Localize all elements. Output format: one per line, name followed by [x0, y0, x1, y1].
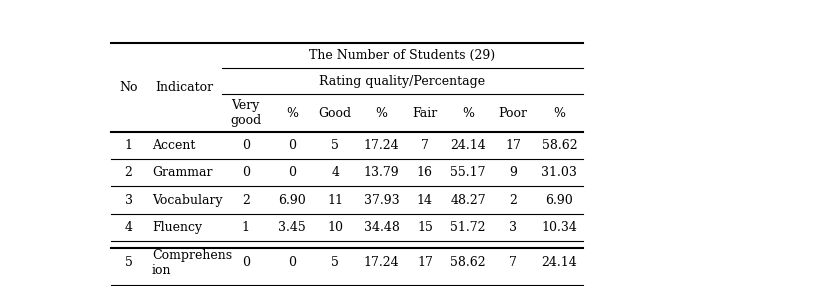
Text: 51.72: 51.72: [450, 221, 486, 234]
Text: 0: 0: [242, 256, 249, 269]
Text: 1: 1: [242, 221, 249, 234]
Text: 1: 1: [125, 139, 132, 152]
Text: 31.03: 31.03: [541, 166, 577, 179]
Text: %: %: [286, 107, 298, 120]
Text: 0: 0: [242, 166, 249, 179]
Text: Good: Good: [319, 107, 352, 120]
Text: 10: 10: [327, 221, 344, 234]
Text: 3.45: 3.45: [278, 221, 306, 234]
Text: Comprehens
ion: Comprehens ion: [152, 249, 232, 277]
Text: 15: 15: [417, 221, 433, 234]
Text: 6.90: 6.90: [278, 194, 306, 206]
Text: 3: 3: [509, 221, 517, 234]
Text: 13.79: 13.79: [364, 166, 400, 179]
Text: 4: 4: [125, 221, 132, 234]
Text: 0: 0: [242, 139, 249, 152]
Text: 5: 5: [331, 256, 339, 269]
Text: 17.24: 17.24: [364, 256, 400, 269]
Text: 7: 7: [421, 139, 429, 152]
Text: 58.62: 58.62: [450, 256, 486, 269]
Text: 48.27: 48.27: [450, 194, 486, 206]
Text: 14: 14: [417, 194, 433, 206]
Text: 5: 5: [125, 256, 132, 269]
Text: No: No: [119, 81, 138, 94]
Text: 6.90: 6.90: [545, 194, 573, 206]
Text: 3: 3: [125, 194, 132, 206]
Text: 24.14: 24.14: [542, 256, 577, 269]
Text: Poor: Poor: [498, 107, 528, 120]
Text: 7: 7: [509, 256, 517, 269]
Text: 17: 17: [417, 256, 433, 269]
Text: 11: 11: [327, 194, 344, 206]
Text: 55.17: 55.17: [450, 166, 486, 179]
Text: Grammar: Grammar: [152, 166, 212, 179]
Text: 34.48: 34.48: [363, 221, 400, 234]
Text: Indicator: Indicator: [155, 81, 214, 94]
Text: %: %: [376, 107, 387, 120]
Text: 4: 4: [331, 166, 339, 179]
Text: 2: 2: [125, 166, 132, 179]
Text: 17.24: 17.24: [364, 139, 400, 152]
Text: 5: 5: [331, 139, 339, 152]
Text: Rating quality/Percentage: Rating quality/Percentage: [320, 75, 486, 88]
Text: 10.34: 10.34: [541, 221, 577, 234]
Text: Vocabulary: Vocabulary: [152, 194, 222, 206]
Text: 2: 2: [242, 194, 249, 206]
Text: %: %: [553, 107, 565, 120]
Text: 37.93: 37.93: [364, 194, 400, 206]
Text: 2: 2: [509, 194, 517, 206]
Text: 16: 16: [417, 166, 433, 179]
Text: Accent: Accent: [152, 139, 195, 152]
Text: 58.62: 58.62: [542, 139, 577, 152]
Text: Very
good: Very good: [230, 99, 261, 127]
Text: %: %: [462, 107, 474, 120]
Text: 9: 9: [509, 166, 517, 179]
Text: Fluency: Fluency: [152, 221, 202, 234]
Text: 24.14: 24.14: [450, 139, 486, 152]
Text: The Number of Students (29): The Number of Students (29): [310, 49, 496, 62]
Text: 17: 17: [505, 139, 521, 152]
Text: 0: 0: [288, 166, 296, 179]
Text: Fair: Fair: [412, 107, 438, 120]
Text: 0: 0: [288, 139, 296, 152]
Text: 0: 0: [288, 256, 296, 269]
